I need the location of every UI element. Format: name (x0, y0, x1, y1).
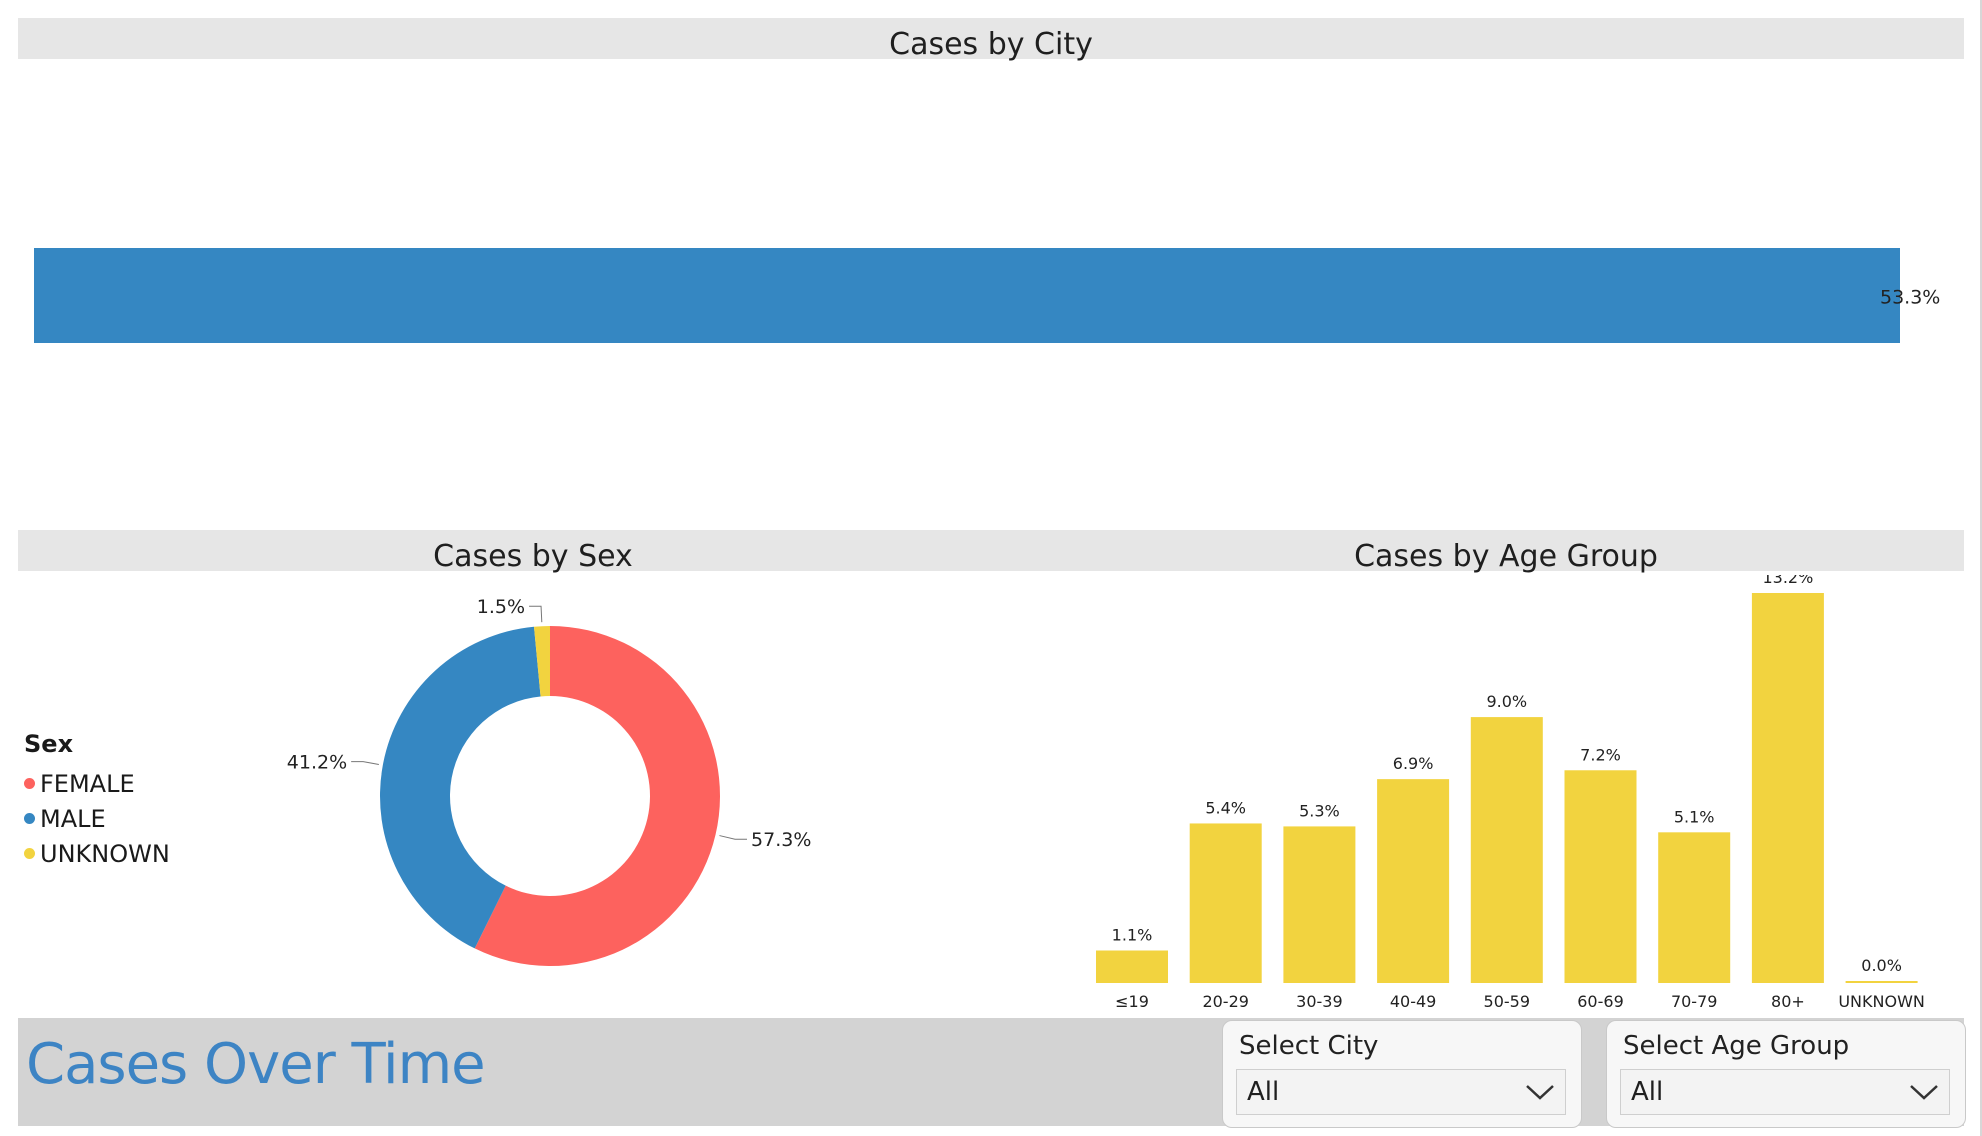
age-bar-data-label: 5.1% (1674, 807, 1715, 826)
age-bar[interactable] (1470, 717, 1543, 983)
legend-label-female: FEMALE (40, 769, 135, 798)
sex-chart-title: Cases by Sex (433, 539, 633, 574)
female-dot-icon (24, 778, 35, 789)
age-tick-label: ≤19 (1115, 992, 1149, 1011)
age-tick-label: 30-39 (1296, 992, 1343, 1011)
donut-leader-male (351, 761, 379, 765)
age-bar-data-label: 7.2% (1580, 745, 1621, 764)
donut-leader-unknown (529, 605, 543, 623)
age-tick-label: 50-59 (1484, 992, 1531, 1011)
legend-item-male[interactable]: MALE (24, 801, 170, 836)
age-bar[interactable] (1564, 770, 1637, 983)
age-bar[interactable] (1751, 593, 1824, 983)
age-bar-chart[interactable]: 1.1% ≤19 5.4% 20-29 5.3% 30-39 6.9% 40-49 9.0% 50… (1080, 575, 1960, 1015)
donut-data-label-male: 41.2% (287, 752, 347, 774)
city-bar-data-label: 53.3% (1880, 287, 1940, 309)
legend-label-unknown: UNKNOWN (40, 839, 170, 868)
age-dropdown[interactable]: All (1620, 1069, 1950, 1115)
window-edge (1980, 0, 1982, 1136)
age-dropdown-value: All (1631, 1077, 1664, 1107)
legend-title: Sex (24, 730, 74, 758)
city-slicer-label: Select City (1239, 1031, 1379, 1061)
age-bar-data-label: 6.9% (1393, 754, 1434, 773)
sex-donut-chart[interactable]: 57.3% 41.2% 1.5% (250, 580, 890, 980)
city-chart-header: Cases by City (18, 18, 1964, 62)
age-chart-header: Cases by Age Group (1048, 530, 1964, 574)
sex-chart-header: Cases by Sex (18, 530, 1048, 574)
age-bar-data-label: 9.0% (1486, 692, 1527, 711)
age-bar-data-label: 5.4% (1205, 798, 1246, 817)
city-slicer: Select City All (1222, 1020, 1582, 1128)
donut-slice-female[interactable] (474, 626, 720, 966)
age-bar-data-label: 5.3% (1299, 801, 1340, 820)
age-bar[interactable] (1283, 826, 1356, 983)
donut-data-label-female: 57.3% (751, 829, 811, 851)
age-tick-label: UNKNOWN (1838, 992, 1925, 1011)
city-chart-title: Cases by City (889, 27, 1093, 62)
city-dropdown-value: All (1247, 1077, 1280, 1107)
age-bar-data-label: 0.0% (1861, 956, 1902, 975)
age-bar[interactable] (1189, 823, 1262, 983)
age-bar-data-label: 1.1% (1112, 926, 1153, 945)
city-bar-chart[interactable]: 53.3% (0, 60, 1982, 520)
age-chart-title: Cases by Age Group (1354, 539, 1658, 574)
age-bar[interactable] (1377, 779, 1450, 983)
male-dot-icon (24, 813, 35, 824)
donut-slice-unknown[interactable] (534, 626, 550, 697)
age-slicer: Select Age Group All (1606, 1020, 1966, 1128)
chevron-down-icon[interactable] (1909, 1083, 1939, 1101)
age-bar[interactable] (1658, 832, 1731, 983)
chevron-down-icon[interactable] (1525, 1083, 1555, 1101)
age-bar-data-label: 13.2% (1762, 575, 1813, 587)
cases-over-time-title: Cases Over Time (26, 1032, 486, 1097)
legend-item-unknown[interactable]: UNKNOWN (24, 836, 170, 871)
age-tick-label: 40-49 (1390, 992, 1437, 1011)
sex-legend: Sex FEMALE MALE UNKNOWN (24, 730, 170, 871)
age-tick-label: 60-69 (1577, 992, 1624, 1011)
donut-slice-male[interactable] (379, 626, 541, 949)
unknown-dot-icon (24, 848, 35, 859)
legend-label-male: MALE (40, 804, 106, 833)
legend-item-female[interactable]: FEMALE (24, 766, 170, 801)
age-tick-label: 70-79 (1671, 992, 1718, 1011)
age-bar[interactable] (1096, 950, 1168, 984)
donut-data-label-unknown: 1.5% (477, 596, 525, 618)
city-bar[interactable] (34, 248, 1900, 343)
age-bar[interactable] (1845, 981, 1918, 983)
city-dropdown[interactable]: All (1236, 1069, 1566, 1115)
age-tick-label: 80+ (1771, 992, 1805, 1011)
age-tick-label: 20-29 (1202, 992, 1249, 1011)
donut-leader-female (719, 835, 748, 840)
age-slicer-label: Select Age Group (1623, 1031, 1850, 1061)
